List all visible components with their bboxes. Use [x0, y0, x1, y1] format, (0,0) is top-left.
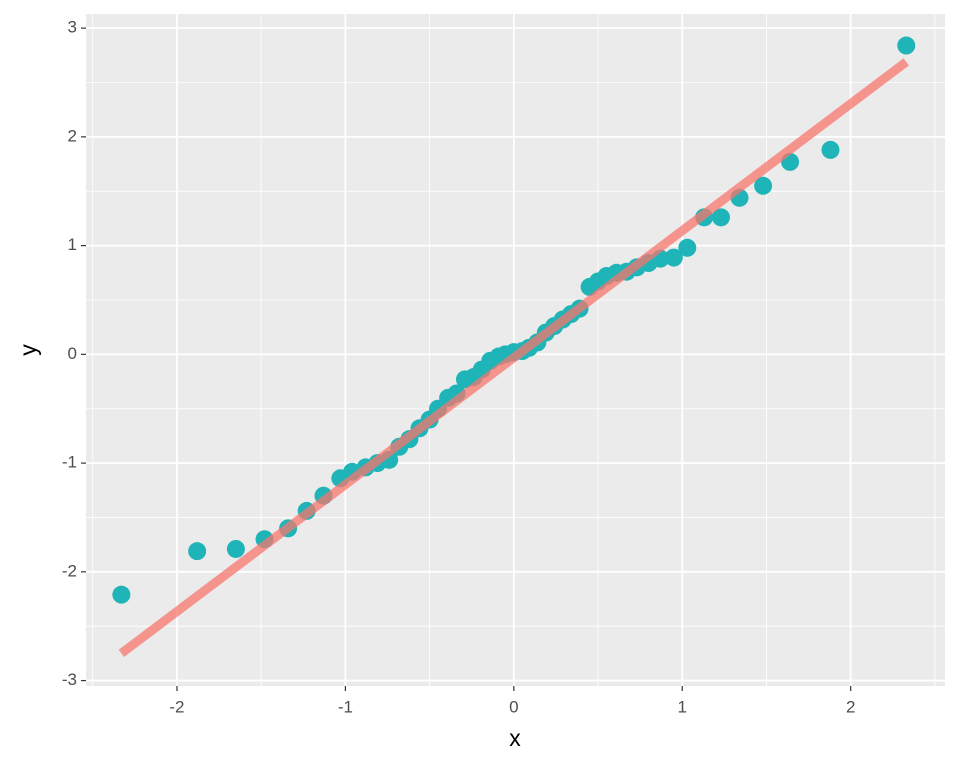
y-tick-label: -2 — [62, 561, 77, 580]
point — [678, 238, 697, 257]
y-tick-label: 0 — [68, 344, 77, 363]
point — [112, 585, 131, 604]
point — [821, 140, 840, 159]
y-tick-label: 2 — [68, 126, 77, 145]
y-tick-label: 1 — [68, 235, 77, 254]
x-tick-label: 1 — [678, 697, 687, 716]
x-tick-label: -1 — [338, 697, 353, 716]
x-tick-label: 0 — [509, 697, 518, 716]
x-tick-label: -2 — [169, 697, 184, 716]
point — [226, 539, 245, 558]
point — [711, 208, 730, 227]
point — [754, 176, 773, 195]
y-tick-label: 3 — [68, 18, 77, 37]
x-axis-title: x — [509, 725, 521, 751]
y-axis-title: y — [15, 344, 41, 356]
point — [897, 36, 916, 55]
y-tick-label: -1 — [62, 453, 77, 472]
point — [188, 542, 207, 561]
point — [664, 248, 683, 267]
x-tick-label: 2 — [846, 697, 855, 716]
y-tick-label: -3 — [62, 670, 77, 689]
reference-line — [118, 58, 909, 657]
marks — [112, 36, 916, 657]
